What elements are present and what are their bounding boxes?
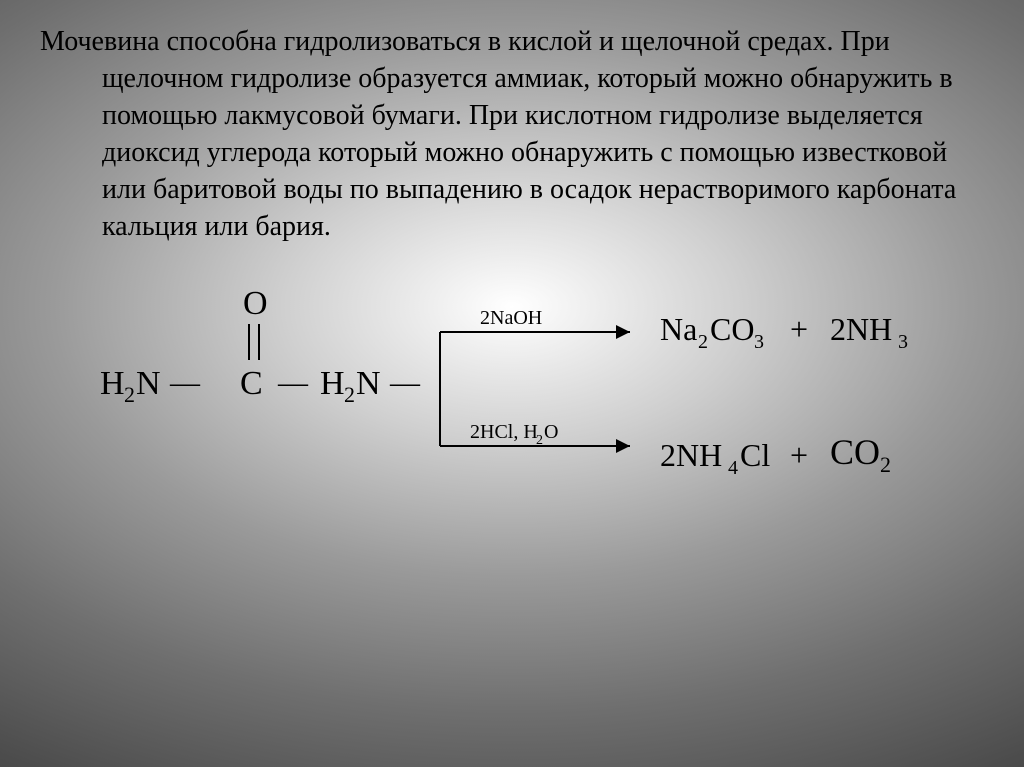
prod-na: Na <box>660 311 697 347</box>
prod-nh4cl: 2NH <box>660 437 722 473</box>
plus-top: + <box>790 311 808 347</box>
atom-c: C <box>240 365 263 402</box>
bottom-reagent-sub: 2 <box>536 433 543 448</box>
prod-co2: CO <box>830 432 880 472</box>
prod-cl: Cl <box>740 437 770 473</box>
bond-dash-2: — <box>277 366 309 399</box>
prod-nh3-sub: 3 <box>898 331 908 353</box>
bottom-reagent-group: 2HCl, H 2 O <box>470 421 558 448</box>
reaction-svg: O H 2 N — C — H 2 N — 2NaOH <box>70 274 970 504</box>
prod-na-sub: 2 <box>698 331 708 353</box>
atom-o: O <box>243 285 268 322</box>
atom-n-right: N <box>356 365 381 402</box>
sub-2-left: 2 <box>124 382 135 407</box>
bond-dash-3: — <box>389 366 421 399</box>
top-reagent: 2NaOH <box>480 307 542 329</box>
prod-co-sub: 3 <box>754 331 764 353</box>
bond-dash-1: — <box>169 366 201 399</box>
top-products: Na 2 CO 3 + 2NH 3 <box>660 311 908 353</box>
prod-nh3: 2NH <box>830 311 892 347</box>
bottom-reagent: 2HCl, H <box>470 421 538 443</box>
atom-h-left: H <box>100 365 125 402</box>
bottom-reagent-tail: O <box>544 421 558 443</box>
reaction-scheme: O H 2 N — C — H 2 N — 2NaOH <box>70 274 984 504</box>
body-paragraph: Мочевина способна гидролизоваться в кисл… <box>40 24 984 246</box>
arrow-top-head <box>616 325 630 339</box>
arrow-bottom-head <box>616 439 630 453</box>
prod-nh4-sub: 4 <box>728 457 738 479</box>
sub-2-right: 2 <box>344 382 355 407</box>
bottom-products: 2NH 4 Cl + CO 2 <box>660 432 891 479</box>
prod-co2-sub: 2 <box>880 452 891 477</box>
prod-co: CO <box>710 311 754 347</box>
atom-h-right: H <box>320 365 345 402</box>
plus-bottom: + <box>790 437 808 473</box>
reactant-row: H 2 N — C — H 2 N — <box>100 365 421 407</box>
atom-n-left: N <box>136 365 161 402</box>
